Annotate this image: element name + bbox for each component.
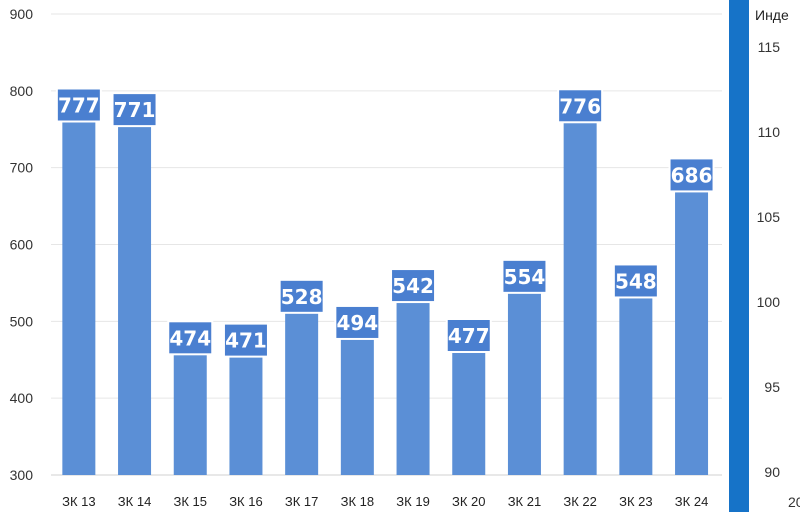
x-tick-label: ЗК 16 xyxy=(229,494,263,509)
right-y-tick-label: 110 xyxy=(758,124,781,140)
right-y-tick-label: 90 xyxy=(764,464,780,480)
panel-divider xyxy=(729,0,749,512)
bar xyxy=(173,341,207,475)
data-label: 686 xyxy=(671,163,713,187)
data-label: 471 xyxy=(225,329,267,353)
y-axis: 300 400 500 600 700 800 900 xyxy=(10,6,34,483)
data-label: 777 xyxy=(58,94,100,118)
right-x-tick-label: 20 xyxy=(788,494,800,510)
x-tick-label: ЗК 21 xyxy=(508,494,542,509)
bar xyxy=(675,178,709,475)
right-y-tick-label: 100 xyxy=(757,294,781,310)
bar-chart: 300 400 500 600 700 800 900 777 771 474 471 528 494… xyxy=(10,6,722,509)
data-label: 771 xyxy=(114,98,156,122)
data-label-box xyxy=(334,304,381,340)
x-tick-label: ЗК 19 xyxy=(396,494,430,509)
bar xyxy=(118,113,152,476)
x-tick-label: ЗК 17 xyxy=(285,494,319,509)
right-y-tick-label: 105 xyxy=(757,209,781,225)
x-tick-label: ЗК 13 xyxy=(62,494,96,509)
data-label: 542 xyxy=(392,274,434,298)
bar xyxy=(62,108,96,475)
bar xyxy=(229,343,263,475)
y-tick-label: 400 xyxy=(10,390,34,406)
bar xyxy=(452,339,486,475)
bar-series: 777 771 474 471 528 494 542 477 554 776 548 686 xyxy=(55,87,715,476)
right-chart-title: Инде xyxy=(755,7,789,23)
right-y-tick-label: 115 xyxy=(758,39,781,55)
x-tick-label: ЗК 18 xyxy=(341,494,375,509)
data-label-box xyxy=(55,87,102,123)
data-label: 548 xyxy=(615,269,657,293)
data-label: 474 xyxy=(169,326,211,350)
y-tick-label: 700 xyxy=(10,160,34,176)
x-axis: ЗК 13 ЗК 14 ЗК 15 ЗК 16 ЗК 17 ЗК 18 ЗК 19 ЗК 20… xyxy=(62,494,708,509)
data-label: 477 xyxy=(448,324,490,348)
bar xyxy=(563,109,597,476)
x-tick-label: ЗК 22 xyxy=(563,494,597,509)
x-tick-label: ЗК 20 xyxy=(452,494,486,509)
data-label-box xyxy=(557,88,604,124)
data-label-box xyxy=(668,157,715,193)
data-label-box xyxy=(390,268,437,304)
right-y-tick-label: 95 xyxy=(764,379,780,395)
bar xyxy=(285,299,319,475)
index-chart: Инде 90 95 100 105 110 115 20 xyxy=(755,7,800,510)
bar xyxy=(507,279,541,475)
bar xyxy=(396,289,430,475)
y-tick-label: 900 xyxy=(10,6,34,22)
gridlines xyxy=(51,13,722,476)
y-tick-label: 800 xyxy=(10,83,34,99)
data-label: 776 xyxy=(559,94,601,118)
x-tick-label: ЗК 24 xyxy=(675,494,709,509)
x-tick-label: ЗК 15 xyxy=(174,494,208,509)
bar xyxy=(340,325,374,475)
data-label-box xyxy=(167,320,214,356)
data-label: 494 xyxy=(336,311,378,335)
data-label: 528 xyxy=(281,285,323,309)
bar xyxy=(619,284,653,475)
x-tick-label: ЗК 14 xyxy=(118,494,152,509)
data-label-box xyxy=(445,318,492,354)
y-tick-label: 600 xyxy=(10,237,34,253)
right-y-axis: 90 95 100 105 110 115 xyxy=(757,39,781,480)
data-label-box xyxy=(111,92,158,128)
data-label: 554 xyxy=(504,265,546,289)
data-label-box xyxy=(222,322,269,358)
y-tick-label: 500 xyxy=(10,313,34,329)
x-tick-label: ЗК 23 xyxy=(619,494,653,509)
y-tick-label: 300 xyxy=(10,467,34,483)
data-label-box xyxy=(612,263,659,299)
data-label-box xyxy=(501,258,548,294)
data-label-box xyxy=(278,278,325,314)
